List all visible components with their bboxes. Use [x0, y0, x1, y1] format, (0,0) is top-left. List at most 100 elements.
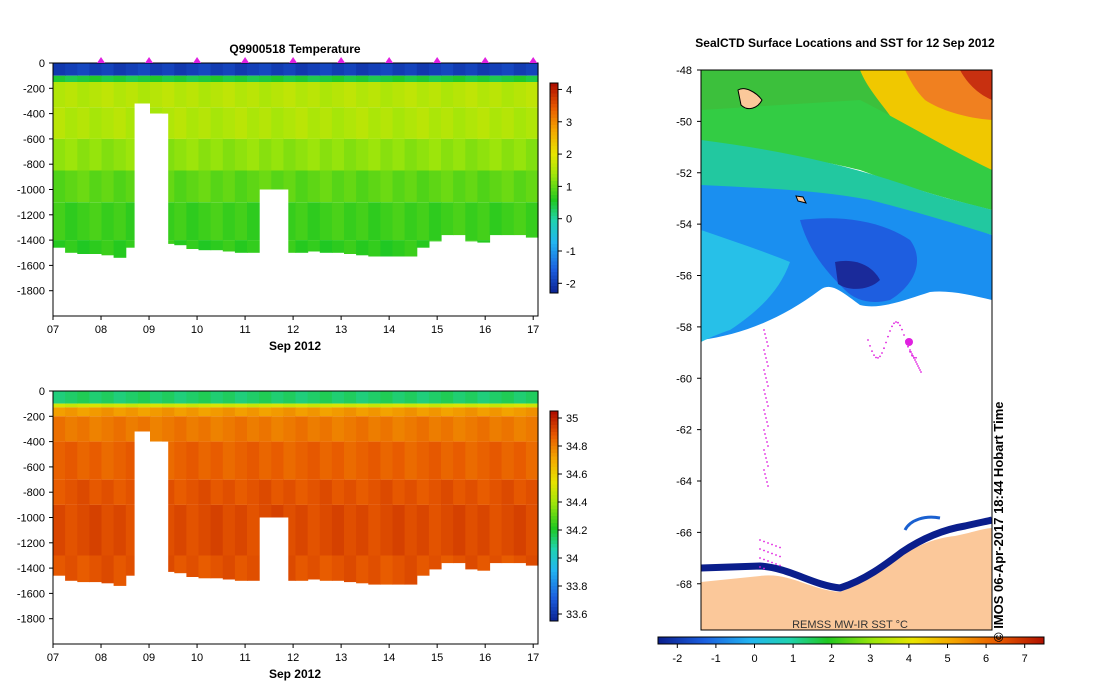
temperature-profile-marker [241, 57, 250, 63]
salinity-cell [489, 403, 503, 408]
seal-track-dot [914, 359, 916, 361]
temperature-cell [307, 107, 321, 139]
salinity-colorbar-step [550, 453, 558, 457]
salinity-cell [113, 441, 127, 480]
seal-track-dot [899, 324, 901, 327]
seal-track-dot [764, 433, 766, 435]
temperature-cell [210, 138, 224, 171]
seal-track-dot [763, 449, 765, 451]
salinity-cell [186, 407, 200, 417]
salinity-cell [513, 479, 527, 505]
temperature-cell [380, 240, 394, 257]
seal-track-dot [763, 429, 765, 431]
salinity-cell [307, 416, 321, 442]
salinity-cell [428, 391, 442, 404]
salinity-cell [428, 555, 442, 570]
salinity-ytick-label: -600 [23, 462, 45, 474]
temperature-colorbar-step [550, 86, 558, 91]
salinity-cell [453, 441, 466, 480]
temperature-cell [331, 63, 345, 76]
temperature-cell [234, 138, 248, 171]
salinity-cell [210, 403, 224, 408]
seal-track-dot [767, 425, 769, 427]
salinity-cell [271, 407, 284, 417]
salinity-cell [295, 403, 309, 408]
temperature-cell [356, 75, 369, 82]
temperature-cell [222, 63, 236, 76]
salinity-cell [295, 391, 309, 404]
temperature-profile-marker [337, 57, 346, 63]
seal-track-dot [763, 349, 765, 351]
temperature-cell [356, 202, 369, 241]
salinity-cell [465, 504, 478, 556]
salinity-colorbar-step [550, 596, 558, 601]
salinity-cell [368, 403, 381, 408]
salinity-cell [380, 441, 394, 480]
temperature-cell [331, 240, 345, 253]
salinity-colorbar-label: 34.4 [566, 497, 587, 509]
seal-track-dot [763, 567, 765, 570]
salinity-cell [404, 416, 418, 442]
temperature-colorbar-step [550, 223, 558, 227]
salinity-cell [404, 391, 418, 404]
temperature-cell [331, 82, 345, 108]
temperature-cell [489, 170, 503, 203]
sst-colorbar-label: 6 [983, 653, 989, 665]
temperature-colorbar-step [550, 265, 558, 269]
temperature-cell [465, 107, 478, 139]
seal-track-dot [765, 337, 767, 339]
salinity-colorbar-step [550, 481, 558, 485]
salinity-colorbar-label: 34.6 [566, 469, 587, 481]
temperature-cell [501, 138, 515, 171]
salinity-cell [404, 504, 418, 556]
ice-edge-line [701, 516, 992, 592]
temperature-cell [453, 138, 466, 171]
temperature-cell [77, 75, 90, 82]
temperature-profile-marker [385, 57, 394, 63]
temperature-cell [441, 170, 454, 203]
salinity-cell [368, 416, 381, 442]
temperature-cell [392, 75, 406, 82]
temperature-colorbar-step [550, 181, 558, 185]
salinity-cell [283, 391, 297, 404]
temperature-data-gap [264, 189, 289, 266]
temperature-cell [247, 202, 260, 241]
salinity-cell [441, 403, 454, 408]
salinity-cell [283, 416, 297, 442]
salinity-cell [259, 403, 272, 408]
seal-track-dot [918, 367, 920, 369]
salinity-cell [344, 403, 357, 408]
temperature-colorbar-step [550, 135, 558, 140]
temperature-cell [53, 82, 66, 108]
temperature-cell [271, 75, 284, 82]
temperature-cell [477, 240, 491, 243]
salinity-cell [453, 504, 466, 556]
temperature-cell [307, 63, 321, 76]
sst-colorbar-label: 3 [867, 653, 873, 665]
temperature-title: Q9900518 Temperature [229, 42, 361, 56]
temperature-cell [89, 170, 103, 203]
temperature-cell [344, 170, 357, 203]
temperature-cell [89, 202, 103, 241]
seal-track-dot [767, 405, 769, 407]
salinity-cell [77, 441, 90, 480]
temperature-cell [162, 63, 175, 76]
temperature-cell [53, 63, 66, 76]
temperature-ytick-label: -400 [23, 109, 45, 121]
temperature-cell [428, 170, 442, 203]
salinity-cell [210, 504, 224, 556]
temperature-colorbar-step [550, 272, 558, 276]
temperature-cell [428, 107, 442, 139]
temperature-cell [174, 240, 187, 246]
temperature-colorbar-step [550, 205, 558, 210]
salinity-cell [513, 403, 527, 408]
salinity-cell [525, 555, 539, 566]
temperature-cell [501, 202, 515, 236]
temperature-cell [65, 107, 78, 139]
sst-green-band [701, 100, 992, 210]
land-label: REMSS MW-IR SST °C [792, 619, 908, 631]
salinity-cell [489, 555, 503, 564]
temperature-cell [174, 170, 187, 203]
salinity-cell [416, 416, 430, 442]
salinity-cell [501, 441, 515, 480]
